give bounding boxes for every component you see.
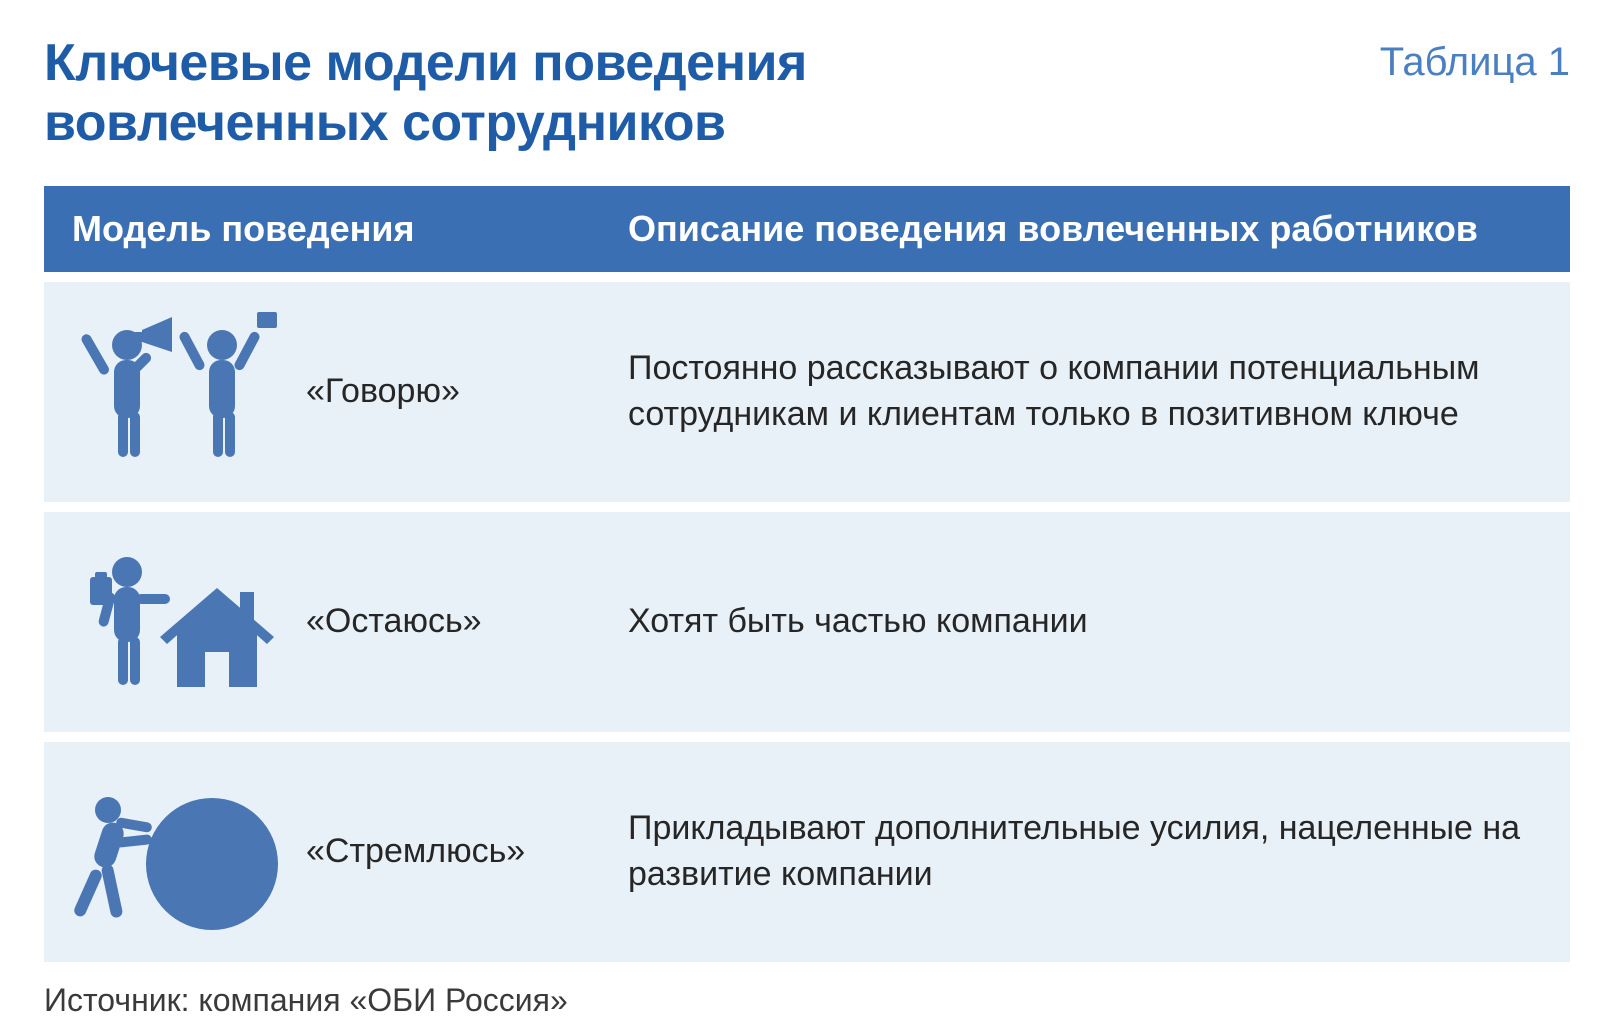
behavior-table: Модель поведения Описание поведения вовл… — [44, 186, 1570, 962]
cell-model: «Говорю» — [44, 272, 600, 502]
cell-description: Хотят быть частью компании — [600, 502, 1570, 732]
stay-icon — [72, 542, 282, 702]
header-row: Ключевые модели поведения вовлеченных со… — [44, 34, 1570, 154]
col-header-model: Модель поведения — [44, 186, 600, 272]
model-cell-wrap: «Стремлюсь» — [72, 772, 572, 932]
model-label: «Остаюсь» — [306, 599, 482, 645]
model-label: «Стремлюсь» — [306, 829, 525, 875]
page-root: Ключевые модели поведения вовлеченных со… — [0, 0, 1614, 1019]
speak-icon — [72, 312, 282, 472]
cell-model: «Стремлюсь» — [44, 732, 600, 962]
strive-icon — [72, 772, 282, 932]
table-row: «Говорю» Постоянно рассказывают о компан… — [44, 272, 1570, 502]
cell-model: «Остаюсь» — [44, 502, 600, 732]
title-line-1: Ключевые модели поведения — [44, 34, 807, 92]
page-title: Ключевые модели поведения вовлеченных со… — [44, 34, 807, 154]
table-row: «Стремлюсь» Прикладывают дополнительные … — [44, 732, 1570, 962]
model-label: «Говорю» — [306, 369, 460, 415]
cell-description: Прикладывают дополнительные усилия, наце… — [600, 732, 1570, 962]
source-note: Источник: компания «ОБИ Россия» — [44, 982, 1570, 1019]
cell-description: Постоянно рассказывают о компании потенц… — [600, 272, 1570, 502]
model-cell-wrap: «Остаюсь» — [72, 542, 572, 702]
model-cell-wrap: «Говорю» — [72, 312, 572, 472]
col-header-description: Описание поведения вовлеченных работнико… — [600, 186, 1570, 272]
title-line-2: вовлеченных сотрудников — [44, 94, 726, 152]
table-header-row: Модель поведения Описание поведения вовл… — [44, 186, 1570, 272]
table-row: «Остаюсь» Хотят быть частью компании — [44, 502, 1570, 732]
table-number-label: Таблица 1 — [1380, 40, 1570, 85]
